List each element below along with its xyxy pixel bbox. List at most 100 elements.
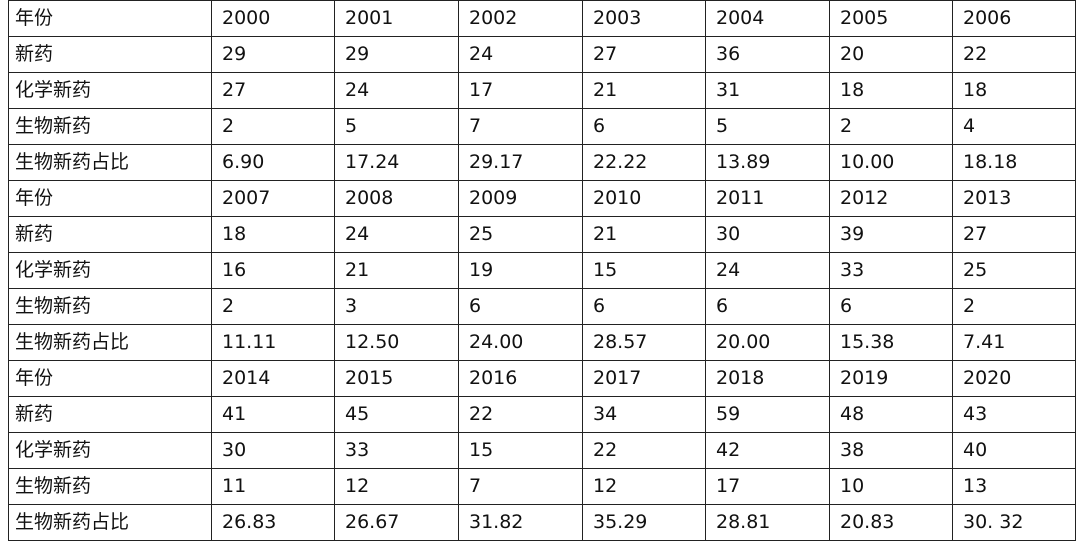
table-cell: 20 — [829, 36, 953, 73]
table-cell: 33 — [829, 252, 953, 289]
table-cell: 6.90 — [211, 144, 335, 181]
table-cell: 22 — [582, 432, 706, 469]
table-cell: 2016 — [458, 360, 583, 397]
table-cell: 2007 — [211, 180, 335, 217]
table-cell: 2014 — [211, 360, 335, 397]
table-cell: 2020 — [952, 360, 1076, 397]
table-cell: 24 — [705, 252, 830, 289]
table-cell: 17 — [458, 72, 583, 109]
table-cell: 27 — [211, 72, 335, 109]
table-cell: 30. 32 — [952, 504, 1076, 541]
table-cell: 19 — [458, 252, 583, 289]
table-cell: 2003 — [582, 0, 706, 37]
row-label-cell: 新药 — [8, 396, 212, 433]
table-cell: 18 — [952, 72, 1076, 109]
table-cell: 2012 — [829, 180, 953, 217]
table-cell: 2 — [829, 108, 953, 145]
table-row: 生物新药 2 5 7 6 5 2 4 — [8, 108, 1076, 145]
row-label-cell: 生物新药 — [8, 468, 212, 505]
table-cell: 4 — [952, 108, 1076, 145]
table-cell: 2001 — [334, 0, 459, 37]
table-cell: 28.57 — [582, 324, 706, 361]
table-cell: 31 — [705, 72, 830, 109]
row-label-cell: 生物新药占比 — [8, 324, 212, 361]
table-cell: 35.29 — [582, 504, 706, 541]
table-cell: 39 — [829, 216, 953, 253]
table-cell: 2 — [952, 288, 1076, 325]
table-cell: 6 — [829, 288, 953, 325]
table-cell: 31.82 — [458, 504, 583, 541]
table-cell: 2004 — [705, 0, 830, 37]
table-cell: 27 — [582, 36, 706, 73]
table-cell: 11.11 — [211, 324, 335, 361]
table-cell: 2011 — [705, 180, 830, 217]
table-cell: 2017 — [582, 360, 706, 397]
table-cell: 59 — [705, 396, 830, 433]
table-cell: 18 — [211, 216, 335, 253]
table-cell: 6 — [705, 288, 830, 325]
table-cell: 22.22 — [582, 144, 706, 181]
table-cell: 2 — [211, 288, 335, 325]
table-cell: 13 — [952, 468, 1076, 505]
row-label-cell: 生物新药 — [8, 108, 212, 145]
table-cell: 17 — [705, 468, 830, 505]
table-cell: 2000 — [211, 0, 335, 37]
table-cell: 5 — [334, 108, 459, 145]
row-label-cell: 年份 — [8, 360, 212, 397]
table-cell: 16 — [211, 252, 335, 289]
table-cell: 18 — [829, 72, 953, 109]
table-row: 生物新药占比 11.11 12.50 24.00 28.57 20.00 15.38 7.41 — [8, 324, 1076, 361]
table-cell: 36 — [705, 36, 830, 73]
table-cell: 2005 — [829, 0, 953, 37]
table-row: 新药 18 24 25 21 30 39 27 — [8, 216, 1076, 253]
table-cell: 26.67 — [334, 504, 459, 541]
table-cell: 12 — [582, 468, 706, 505]
table-cell: 27 — [952, 216, 1076, 253]
table-cell: 25 — [952, 252, 1076, 289]
table-cell: 2013 — [952, 180, 1076, 217]
table-cell: 24 — [458, 36, 583, 73]
table-cell: 2002 — [458, 0, 583, 37]
table-cell: 20.83 — [829, 504, 953, 541]
table-cell: 24 — [334, 72, 459, 109]
table-cell: 2010 — [582, 180, 706, 217]
table-row: 年份 2007 2008 2009 2010 2011 2012 2013 — [8, 180, 1076, 217]
table-cell: 20.00 — [705, 324, 830, 361]
table-cell: 5 — [705, 108, 830, 145]
table-cell: 13.89 — [705, 144, 830, 181]
table-row: 年份 2000 2001 2002 2003 2004 2005 2006 — [8, 0, 1076, 37]
table-cell: 30 — [211, 432, 335, 469]
row-label-cell: 生物新药 — [8, 288, 212, 325]
table-cell: 15 — [458, 432, 583, 469]
table-row: 生物新药 2 3 6 6 6 6 2 — [8, 288, 1076, 325]
table-cell: 48 — [829, 396, 953, 433]
table-cell: 21 — [582, 216, 706, 253]
table-cell: 18.18 — [952, 144, 1076, 181]
table-cell: 7 — [458, 108, 583, 145]
table-cell: 24 — [334, 216, 459, 253]
table-cell: 42 — [705, 432, 830, 469]
table-cell: 2006 — [952, 0, 1076, 37]
table-cell: 33 — [334, 432, 459, 469]
table-row: 生物新药占比 6.90 17.24 29.17 22.22 13.89 10.00 18.18 — [8, 144, 1076, 181]
table-row: 新药 29 29 24 27 36 20 22 — [8, 36, 1076, 73]
row-label-cell: 年份 — [8, 0, 212, 37]
table-cell: 2009 — [458, 180, 583, 217]
table-cell: 6 — [582, 288, 706, 325]
table-cell: 29.17 — [458, 144, 583, 181]
table-cell: 6 — [458, 288, 583, 325]
table-cell: 45 — [334, 396, 459, 433]
row-label-cell: 新药 — [8, 36, 212, 73]
table-cell: 29 — [334, 36, 459, 73]
table-cell: 2019 — [829, 360, 953, 397]
table-cell: 25 — [458, 216, 583, 253]
table-row: 化学新药 27 24 17 21 31 18 18 — [8, 72, 1076, 109]
table-cell: 29 — [211, 36, 335, 73]
row-label-cell: 年份 — [8, 180, 212, 217]
table-cell: 21 — [334, 252, 459, 289]
table-row: 年份 2014 2015 2016 2017 2018 2019 2020 — [8, 360, 1076, 397]
table-cell: 12.50 — [334, 324, 459, 361]
table-row: 新药 41 45 22 34 59 48 43 — [8, 396, 1076, 433]
table-row: 生物新药占比 26.83 26.67 31.82 35.29 28.81 20.83 30. … — [8, 504, 1076, 541]
table-cell: 34 — [582, 396, 706, 433]
